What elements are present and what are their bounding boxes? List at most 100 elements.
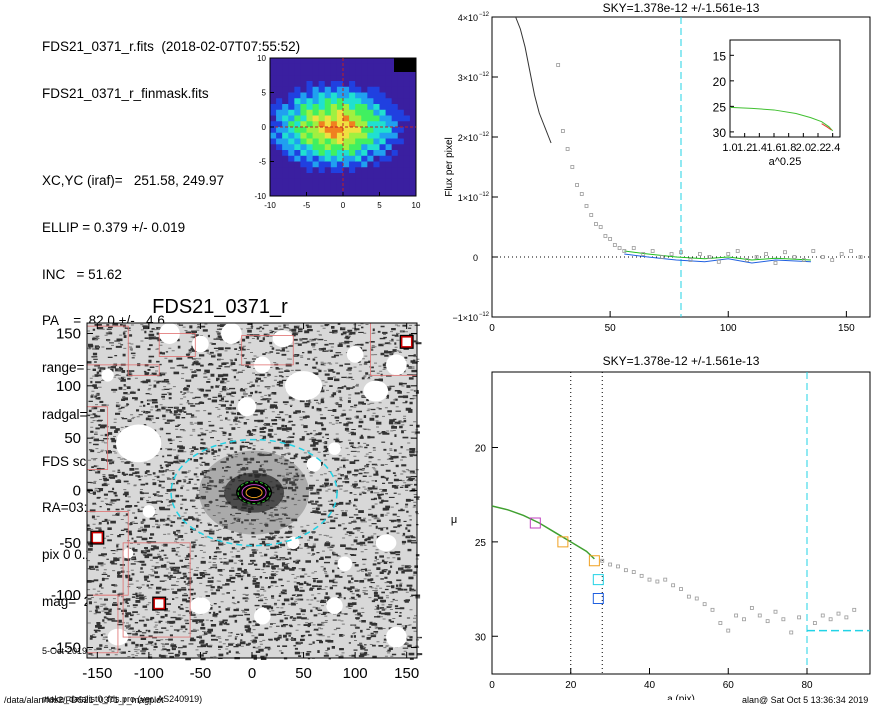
mu-point	[852, 607, 857, 612]
heatmap-cell	[379, 155, 387, 162]
heatmap-cell	[282, 121, 289, 128]
heatmap-cell	[336, 138, 344, 145]
heatmap-cell	[349, 138, 356, 145]
heatmap-cell	[306, 81, 314, 88]
heatmap-cell	[330, 69, 338, 76]
heatmap-cell	[294, 69, 301, 76]
heatmap-cell	[336, 190, 344, 197]
heatmap-cell	[385, 115, 393, 122]
galaxy-ellipse-orange	[245, 487, 263, 499]
heatmap-cell	[270, 75, 277, 82]
heatmap-cell	[312, 63, 320, 70]
heatmap-cell	[343, 98, 350, 105]
heatmap-cell	[397, 138, 405, 145]
heatmap-cell	[324, 127, 332, 134]
heatmap-cell	[330, 58, 338, 65]
heatmap-cell	[306, 109, 314, 116]
heatmap-cell	[391, 132, 399, 139]
heatmap-cell	[318, 150, 326, 157]
mask-blob	[272, 330, 294, 348]
heatmap-cell	[288, 127, 295, 134]
heatmap-cell	[318, 127, 326, 134]
heatmap-cell	[312, 86, 320, 93]
heatmap-cell	[330, 178, 338, 185]
image-ytick-label: 0	[73, 483, 81, 500]
galaxy-ellipse-magenta	[241, 484, 267, 502]
flux-point	[820, 255, 825, 259]
flux-point	[849, 249, 854, 253]
heatmap-cell	[336, 115, 344, 122]
heatmap-cell	[385, 144, 393, 151]
heatmap-cell	[288, 75, 295, 82]
heatmap-cell	[385, 63, 393, 70]
heatmap-cell	[385, 132, 393, 139]
heatmap-cell	[276, 69, 283, 76]
heatmap-xtick-label: 5	[377, 201, 382, 210]
flux-point	[830, 258, 835, 262]
mu-point	[726, 628, 731, 633]
heatmap-cell	[276, 144, 283, 151]
heatmap-cell	[403, 98, 411, 105]
flux-point	[669, 252, 674, 256]
heatmap-cell	[349, 75, 356, 82]
heatmap-cell	[409, 144, 417, 151]
heatmap-cell	[361, 98, 368, 105]
flux-chart: SKY=1.378e-12 +/-1.561e-130 50 100 150−1×10…	[444, 1, 871, 334]
heatmap-cell	[270, 155, 277, 162]
heatmap-cell	[361, 81, 368, 88]
heatmap-cell	[403, 127, 411, 134]
heatmap-cell	[361, 178, 368, 185]
flux-point	[622, 249, 627, 253]
heatmap-cell	[403, 86, 411, 93]
heatmap-cell	[349, 58, 356, 65]
flux-point	[608, 237, 613, 241]
inset-xtick-label: 1.8	[781, 142, 796, 154]
heatmap-cell	[270, 127, 277, 134]
heatmap-cell	[294, 109, 301, 116]
heatmap-cell	[373, 109, 380, 116]
heatmap-cell	[355, 115, 362, 122]
heatmap-cell	[276, 150, 283, 157]
heatmap-cell	[355, 150, 362, 157]
heatmap-cell	[294, 184, 301, 191]
heatmap-cell	[336, 86, 344, 93]
heatmap-cell	[330, 98, 338, 105]
heatmap-cell	[379, 121, 387, 128]
heatmap-cell	[355, 98, 362, 105]
heatmap-cell	[361, 144, 368, 151]
heatmap-cell	[330, 109, 338, 116]
heatmap-cell	[355, 178, 362, 185]
heatmap-cell	[300, 184, 307, 191]
heatmap-cell	[324, 115, 332, 122]
mu-marker	[588, 555, 600, 567]
heatmap-cell	[355, 127, 362, 134]
flux-point	[617, 246, 622, 250]
image-ytick-label: 50	[64, 430, 81, 447]
heatmap-cell	[379, 75, 387, 82]
heatmap-cell	[367, 178, 374, 185]
heatmap-cell	[397, 75, 405, 82]
heatmap-ytick-label: 5	[262, 89, 267, 98]
heatmap-cell	[282, 138, 289, 145]
heatmap-cell	[355, 81, 362, 88]
heatmap-cell	[403, 75, 411, 82]
heatmap-cell	[373, 144, 380, 151]
heatmap-cell	[336, 155, 344, 162]
heatmap-cell	[324, 190, 332, 197]
heatmap-cell	[288, 92, 295, 99]
heatmap-cell	[312, 173, 320, 180]
heatmap-cell	[324, 173, 332, 180]
mu-point	[647, 577, 652, 582]
heatmap-cell	[294, 178, 301, 185]
mu-point	[836, 611, 841, 616]
heatmap-cell	[367, 155, 374, 162]
star-marker-inner	[400, 336, 413, 348]
mask-blob	[306, 457, 322, 472]
info-line-2: FDS21_0371_r_finmask.fits	[42, 85, 209, 101]
mu-point	[749, 606, 754, 610]
heatmap-cell	[367, 81, 374, 88]
heatmap-cell	[288, 86, 295, 93]
heatmap-cell	[306, 155, 314, 162]
heatmap-cell	[294, 63, 301, 70]
heatmap-cell	[373, 121, 380, 128]
